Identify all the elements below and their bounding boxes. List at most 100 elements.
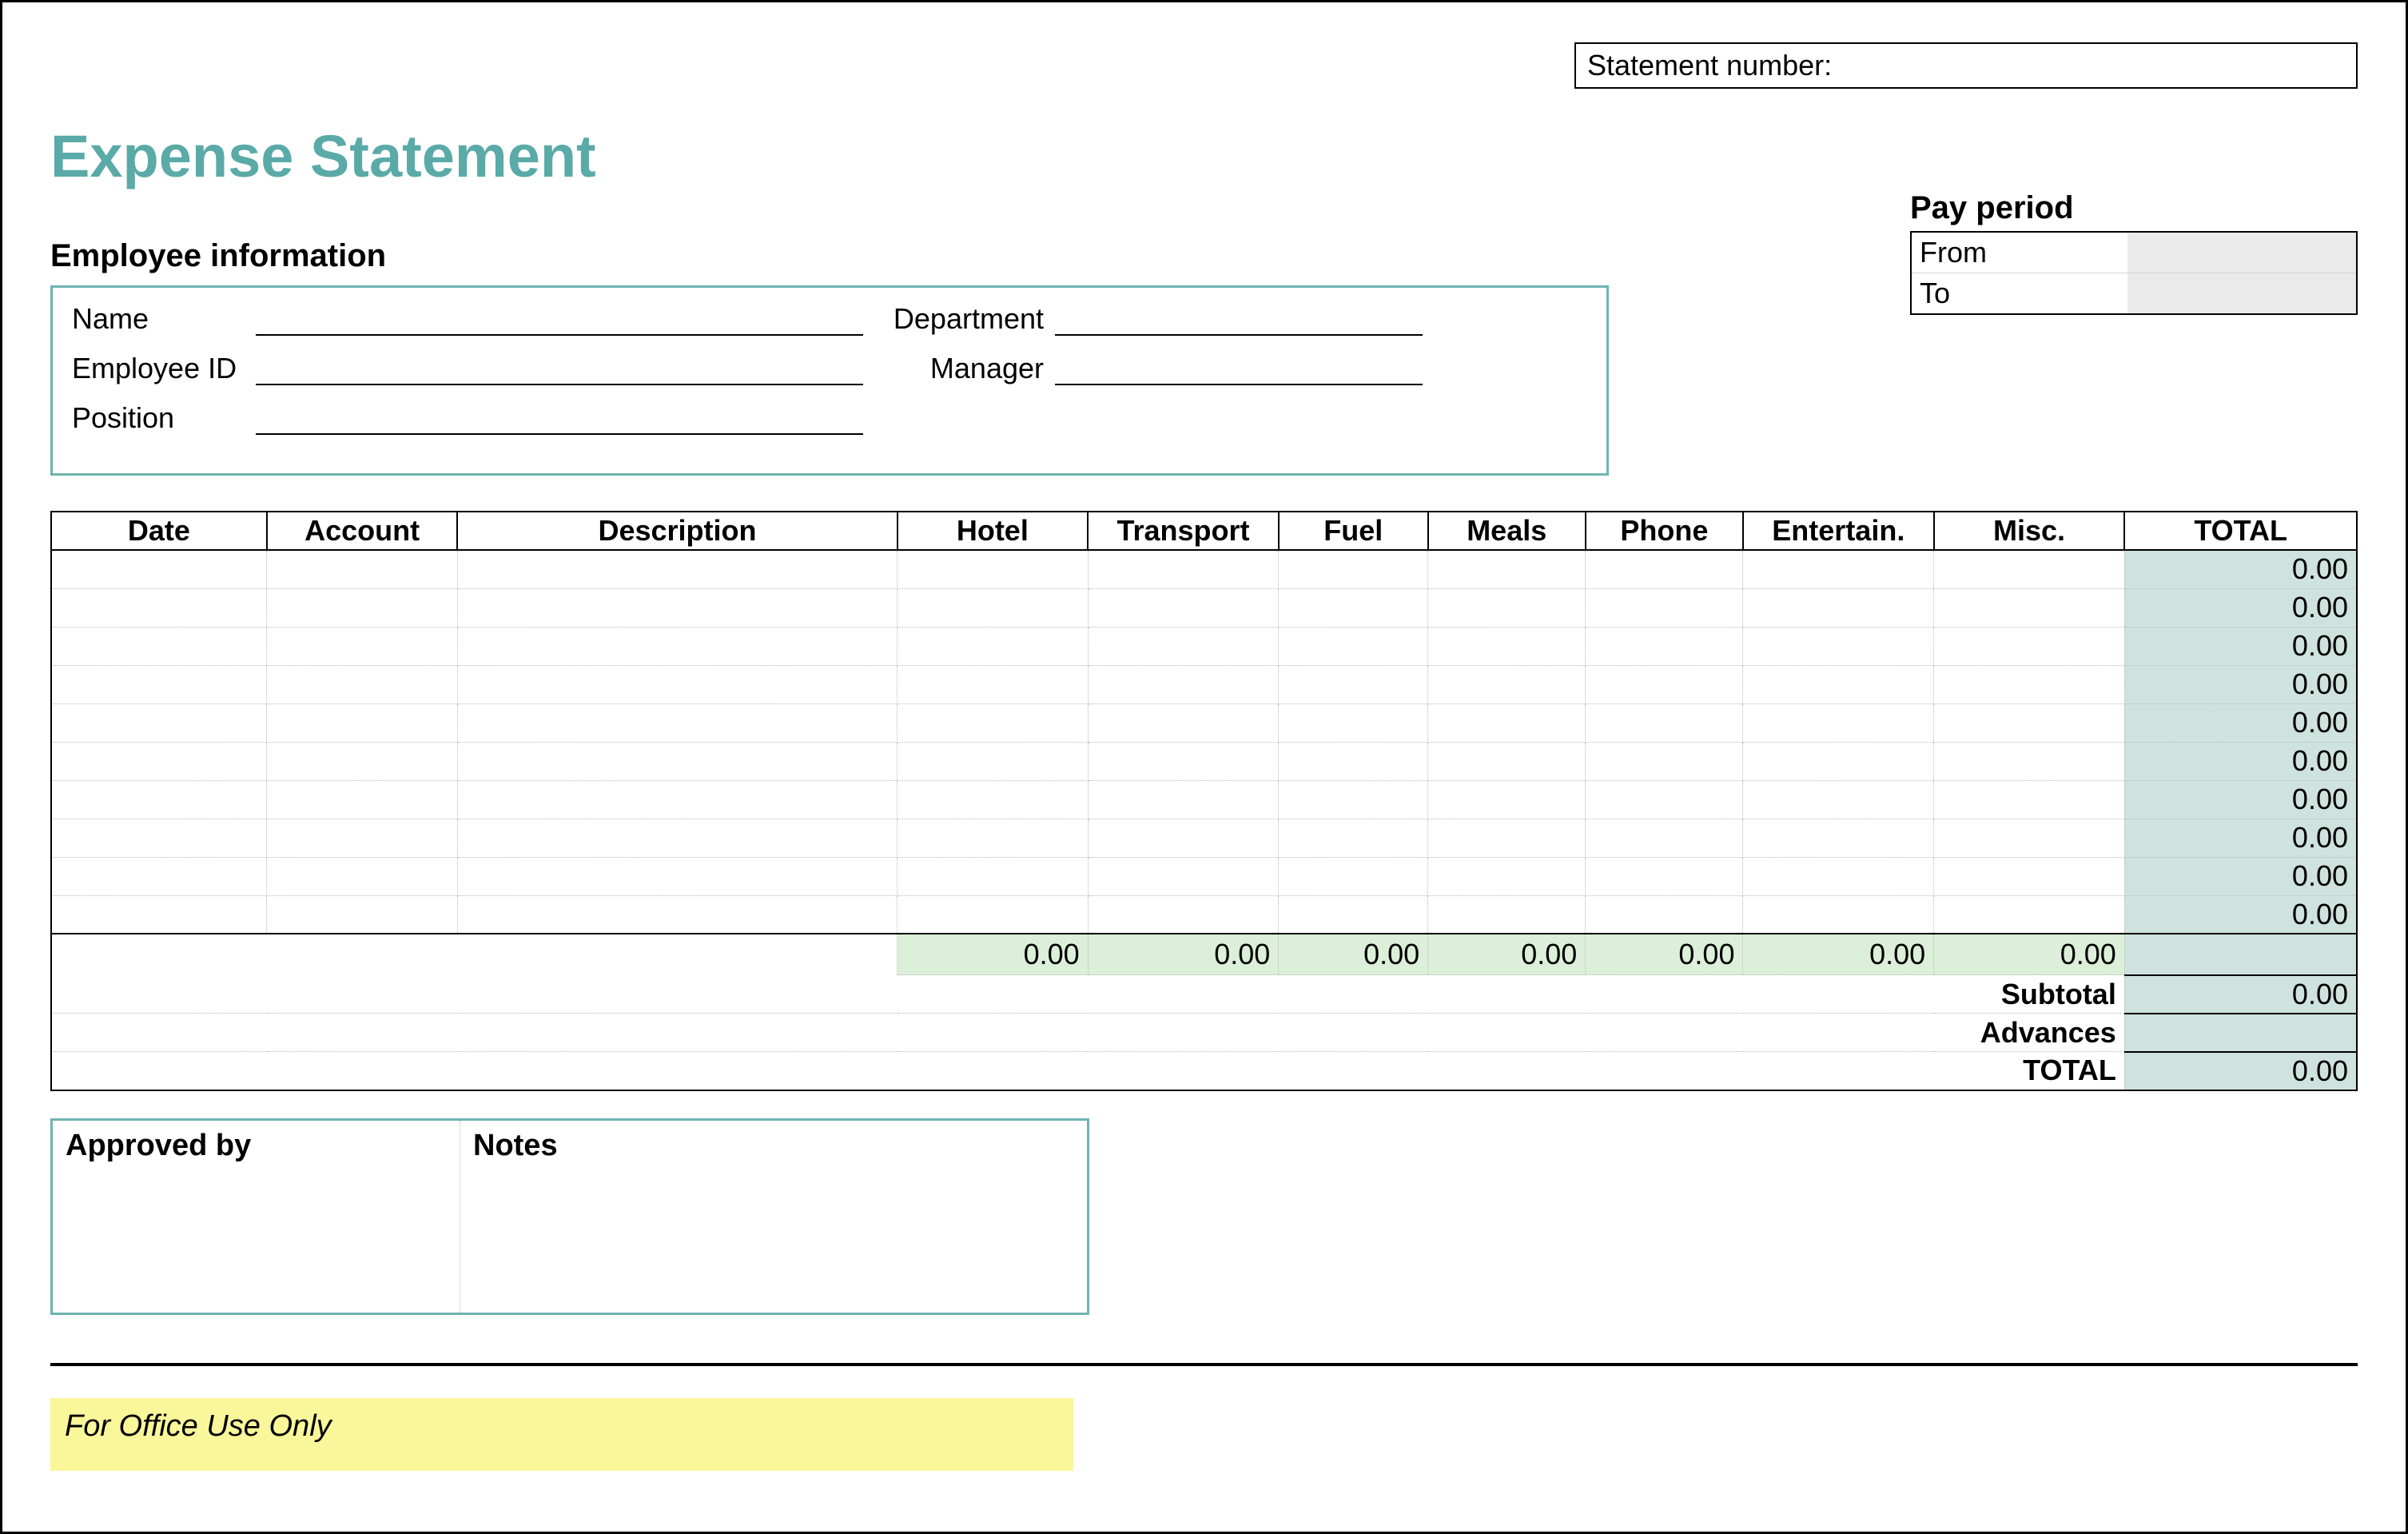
expense-cell[interactable] (898, 665, 1089, 703)
expense-cell[interactable] (1088, 780, 1279, 819)
expense-cell[interactable] (1088, 742, 1279, 780)
expense-cell[interactable] (1934, 895, 2125, 934)
expense-cell[interactable] (1279, 703, 1428, 742)
expense-cell[interactable] (1743, 780, 1934, 819)
expense-cell[interactable] (898, 819, 1089, 857)
pay-from-input[interactable] (2127, 233, 2356, 273)
expense-cell[interactable] (1088, 627, 1279, 665)
expense-cell[interactable] (1428, 857, 1586, 895)
expense-row[interactable]: 0.00 (51, 550, 2357, 588)
expense-cell[interactable] (1428, 588, 1586, 627)
expense-row[interactable]: 0.00 (51, 780, 2357, 819)
expense-cell[interactable] (1586, 550, 1743, 588)
expense-row[interactable]: 0.00 (51, 895, 2357, 934)
expense-cell[interactable] (1279, 665, 1428, 703)
expense-cell[interactable] (1428, 742, 1586, 780)
expense-row[interactable]: 0.00 (51, 627, 2357, 665)
expense-cell[interactable] (1586, 703, 1743, 742)
expense-cell[interactable] (1586, 742, 1743, 780)
expense-cell[interactable] (1088, 819, 1279, 857)
expense-cell[interactable] (1279, 780, 1428, 819)
expense-cell[interactable] (51, 857, 267, 895)
expense-cell[interactable] (1088, 550, 1279, 588)
expense-row[interactable]: 0.00 (51, 742, 2357, 780)
expense-cell[interactable] (1934, 780, 2125, 819)
expense-cell[interactable] (1279, 857, 1428, 895)
expense-cell[interactable] (1934, 665, 2125, 703)
expense-cell[interactable] (267, 550, 458, 588)
expense-cell[interactable] (1586, 895, 1743, 934)
expense-cell[interactable] (51, 703, 267, 742)
expense-cell[interactable] (1934, 742, 2125, 780)
expense-cell[interactable] (1743, 742, 1934, 780)
expense-cell[interactable] (1088, 588, 1279, 627)
expense-cell[interactable] (1428, 627, 1586, 665)
employee-id-input[interactable] (256, 357, 863, 385)
statement-number-field[interactable]: Statement number: (1574, 42, 2358, 89)
expense-cell[interactable] (898, 857, 1089, 895)
advances-value[interactable] (2124, 1014, 2357, 1052)
expense-row[interactable]: 0.00 (51, 588, 2357, 627)
expense-cell[interactable] (1428, 550, 1586, 588)
expense-cell[interactable] (898, 703, 1089, 742)
expense-cell[interactable] (457, 819, 897, 857)
expense-cell[interactable] (51, 819, 267, 857)
expense-cell[interactable] (1428, 819, 1586, 857)
expense-cell[interactable] (1743, 895, 1934, 934)
expense-row[interactable]: 0.00 (51, 857, 2357, 895)
expense-cell[interactable] (1743, 588, 1934, 627)
expense-cell[interactable] (267, 857, 458, 895)
expense-cell[interactable] (267, 665, 458, 703)
expense-cell[interactable] (457, 588, 897, 627)
expense-cell[interactable] (1586, 780, 1743, 819)
name-input[interactable] (256, 307, 863, 336)
expense-cell[interactable] (457, 895, 897, 934)
expense-cell[interactable] (1934, 627, 2125, 665)
expense-cell[interactable] (1586, 819, 1743, 857)
expense-cell[interactable] (1279, 627, 1428, 665)
expense-cell[interactable] (267, 627, 458, 665)
expense-cell[interactable] (1934, 703, 2125, 742)
expense-cell[interactable] (51, 627, 267, 665)
expense-cell[interactable] (1743, 819, 1934, 857)
expense-cell[interactable] (1743, 857, 1934, 895)
expense-cell[interactable] (1586, 857, 1743, 895)
expense-cell[interactable] (267, 780, 458, 819)
expense-cell[interactable] (1279, 742, 1428, 780)
expense-cell[interactable] (898, 627, 1089, 665)
expense-cell[interactable] (898, 588, 1089, 627)
position-input[interactable] (256, 406, 863, 435)
expense-cell[interactable] (1934, 588, 2125, 627)
expense-cell[interactable] (1934, 550, 2125, 588)
expense-cell[interactable] (1088, 665, 1279, 703)
expense-cell[interactable] (267, 819, 458, 857)
expense-cell[interactable] (51, 550, 267, 588)
expense-cell[interactable] (1279, 895, 1428, 934)
expense-cell[interactable] (457, 742, 897, 780)
expense-cell[interactable] (898, 895, 1089, 934)
manager-input[interactable] (1055, 357, 1423, 385)
expense-cell[interactable] (457, 665, 897, 703)
pay-to-input[interactable] (2127, 273, 2356, 313)
expense-cell[interactable] (898, 550, 1089, 588)
expense-cell[interactable] (51, 588, 267, 627)
expense-row[interactable]: 0.00 (51, 665, 2357, 703)
expense-cell[interactable] (1088, 895, 1279, 934)
expense-cell[interactable] (51, 895, 267, 934)
expense-cell[interactable] (1279, 588, 1428, 627)
expense-cell[interactable] (898, 742, 1089, 780)
expense-cell[interactable] (457, 780, 897, 819)
expense-cell[interactable] (1428, 895, 1586, 934)
expense-cell[interactable] (1279, 550, 1428, 588)
expense-cell[interactable] (1586, 588, 1743, 627)
department-input[interactable] (1055, 307, 1423, 336)
expense-cell[interactable] (1279, 819, 1428, 857)
expense-row[interactable]: 0.00 (51, 703, 2357, 742)
expense-cell[interactable] (457, 550, 897, 588)
expense-cell[interactable] (51, 780, 267, 819)
expense-cell[interactable] (898, 780, 1089, 819)
expense-cell[interactable] (267, 742, 458, 780)
expense-cell[interactable] (1934, 819, 2125, 857)
expense-cell[interactable] (267, 588, 458, 627)
expense-cell[interactable] (1743, 550, 1934, 588)
